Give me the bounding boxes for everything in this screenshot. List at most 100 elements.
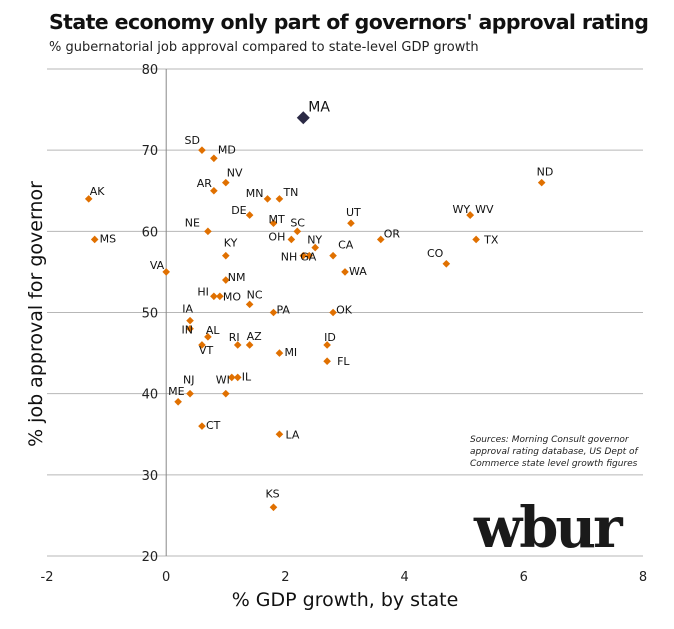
label-id: ID xyxy=(324,331,336,344)
label-ma: MA xyxy=(308,100,330,116)
point-ga xyxy=(305,251,314,260)
label-pa: PA xyxy=(276,304,290,317)
point-sc xyxy=(293,227,302,236)
label-al: AL xyxy=(206,324,221,337)
point-ca xyxy=(329,251,337,260)
point-nd xyxy=(537,178,546,187)
chart-title: State economy only part of governors' ap… xyxy=(49,10,649,34)
label-ca: CA xyxy=(338,239,354,252)
point-mo xyxy=(216,292,224,301)
label-nc: NC xyxy=(247,288,263,301)
label-ar: AR xyxy=(197,177,213,190)
label-me: ME xyxy=(168,385,184,398)
label-va: VA xyxy=(150,259,165,272)
x-tick-label: 6 xyxy=(520,570,528,585)
point-nm xyxy=(222,276,230,284)
point-ms xyxy=(90,235,99,244)
point-de xyxy=(245,211,254,219)
label-in: IN xyxy=(182,324,193,337)
label-ia: IA xyxy=(182,303,193,316)
label-az: AZ xyxy=(247,330,263,343)
label-mi: MI xyxy=(284,346,297,359)
x-tick-label: 2 xyxy=(281,570,289,585)
x-tick-label: -2 xyxy=(41,570,54,585)
point-sd xyxy=(198,146,206,154)
label-la: LA xyxy=(285,428,299,441)
point-ky xyxy=(222,251,230,260)
label-il: IL xyxy=(242,370,252,383)
x-axis-label: % GDP growth, by state xyxy=(231,589,459,611)
point-wv xyxy=(466,211,474,219)
point-nj2 xyxy=(222,389,230,398)
point-md xyxy=(210,154,218,163)
label-nv: NV xyxy=(227,167,243,180)
point-nc xyxy=(245,300,254,309)
label-mo: MO xyxy=(223,290,241,303)
label-nd: ND xyxy=(537,166,554,179)
y-tick-label: 70 xyxy=(142,144,159,159)
point-ct xyxy=(198,422,206,430)
grid-lines xyxy=(47,68,643,557)
x-tick-label: 4 xyxy=(400,570,408,585)
point-hi xyxy=(210,292,218,301)
label-md: MD xyxy=(218,143,236,156)
y-tick-label: 30 xyxy=(142,469,159,484)
label-nj: NJ xyxy=(183,374,194,387)
label-wy: WY xyxy=(453,203,471,216)
label-ny: NY xyxy=(307,234,322,247)
point-wa xyxy=(341,268,349,276)
label-ri: RI xyxy=(229,331,240,344)
sources-note: Sources: Morning Consult governor approv… xyxy=(470,435,638,469)
point-va xyxy=(162,268,170,276)
point-id xyxy=(323,341,331,349)
point-ia xyxy=(186,316,194,325)
point-ma xyxy=(296,111,310,125)
point-il xyxy=(233,373,242,382)
point-co xyxy=(442,260,451,268)
point-nv xyxy=(222,178,230,187)
label-ms: MS xyxy=(100,232,116,245)
label-vt: VT xyxy=(199,344,214,357)
point-tn xyxy=(275,195,284,203)
label-nm: NM xyxy=(228,271,246,284)
label-oh: OH xyxy=(268,230,285,243)
y-axis-label: % job approval for governor xyxy=(25,181,47,447)
point-tx xyxy=(472,235,480,244)
data-points xyxy=(84,111,546,512)
label-ct: CT xyxy=(206,419,221,432)
point-ak xyxy=(84,195,93,203)
point-mt xyxy=(269,219,278,228)
point-al xyxy=(204,333,212,341)
point-pa xyxy=(269,308,278,317)
x-tick-label: 8 xyxy=(639,570,647,585)
label-fl: FL xyxy=(337,355,350,368)
y-tick-label: 50 xyxy=(142,307,159,322)
y-tick-label: 20 xyxy=(142,550,159,565)
wbur-logo: wbur xyxy=(474,495,623,561)
point-la xyxy=(275,430,284,439)
label-ok: OK xyxy=(336,304,353,317)
point-ny xyxy=(311,243,319,252)
label-de: DE xyxy=(231,204,246,217)
label-or: OR xyxy=(384,227,401,240)
label-hi: HI xyxy=(197,285,209,298)
tick-labels: 20 30 40 50 60 70 80 -2 0 2 4 6 8 xyxy=(41,63,648,585)
point-oh xyxy=(287,235,296,244)
label-ne: NE xyxy=(185,216,200,229)
point-vt xyxy=(198,341,206,349)
point-ut xyxy=(347,219,355,228)
point-me xyxy=(174,397,182,406)
point-nh xyxy=(299,251,308,260)
label-ks: KS xyxy=(265,487,279,500)
point-fl xyxy=(323,357,331,365)
point-or xyxy=(376,235,385,244)
label-tn: TN xyxy=(282,186,298,199)
label-sc: SC xyxy=(290,216,305,229)
point-nj xyxy=(186,389,194,398)
label-tx: TX xyxy=(483,233,499,246)
label-sd: SD xyxy=(185,134,200,147)
label-mn: MN xyxy=(246,187,264,200)
label-ut: UT xyxy=(346,206,361,219)
label-ky: KY xyxy=(224,237,238,250)
point-ks xyxy=(269,503,278,512)
